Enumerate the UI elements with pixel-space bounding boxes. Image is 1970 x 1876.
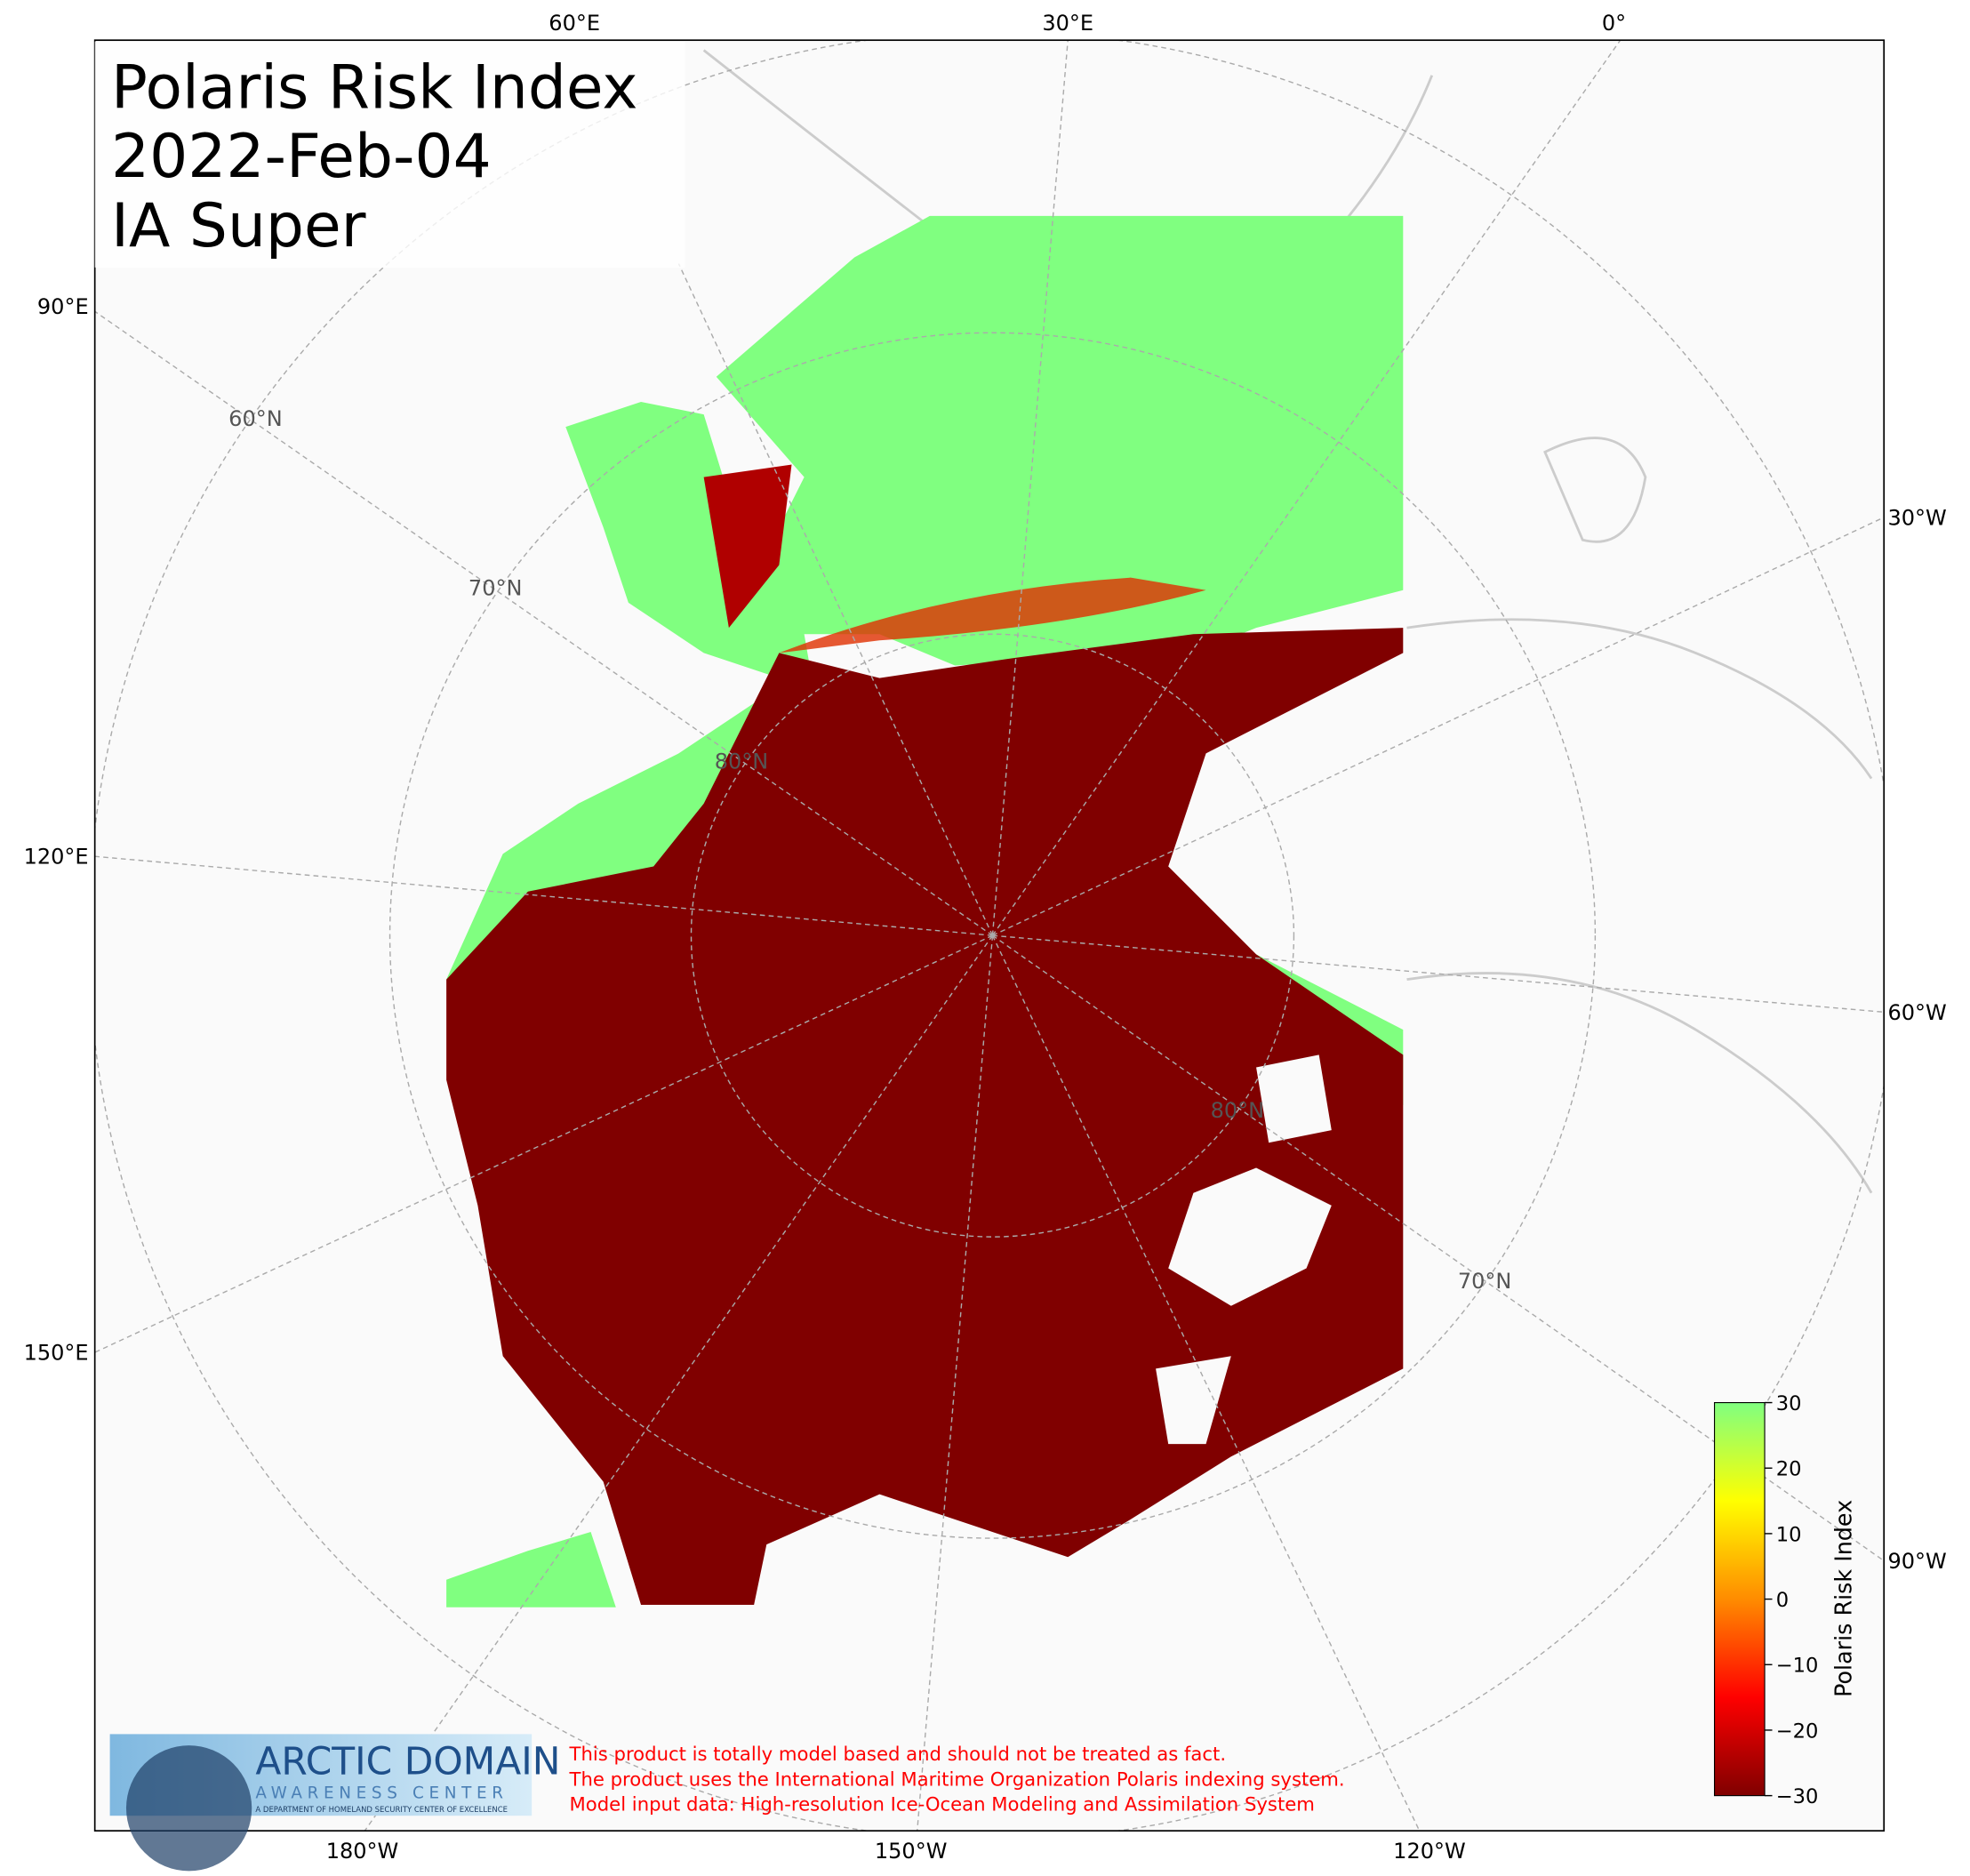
logo-tagline: A DEPARTMENT OF HOMELAND SECURITY CENTER… (255, 1805, 508, 1814)
map-frame (93, 39, 1886, 1832)
colorbar: −30 −20 −10 0 10 20 30 Polaris Risk Index (1713, 1392, 1856, 1808)
map-layer (94, 40, 1885, 1832)
title-box (94, 41, 685, 268)
disclaimer-line: This product is totally model based and … (569, 1743, 1227, 1765)
longitude-label: 90°E (37, 294, 89, 319)
colorbar-label: Polaris Risk Index (1830, 1500, 1856, 1697)
logo-name: ARCTIC DOMAIN (255, 1740, 560, 1784)
title-line: IA Super (111, 190, 366, 261)
longitude-label: 180°W (326, 1839, 399, 1864)
ice-region-red (703, 464, 792, 629)
longitude-label: 120°E (24, 845, 89, 870)
disclaimer-line: The product uses the International Marit… (569, 1768, 1345, 1790)
logo-subtitle: AWARENESS CENTER (255, 1784, 508, 1802)
title-line: Polaris Risk Index (111, 52, 637, 122)
longitude-label: 30°E (1042, 11, 1093, 36)
graticule (94, 40, 1885, 1832)
colorbar-tick-label: −20 (1776, 1720, 1819, 1743)
longitude-label: 150°W (875, 1839, 948, 1864)
longitude-label: 60°E (549, 11, 600, 36)
colorbar-tick-label: −30 (1776, 1785, 1819, 1808)
coastline (1406, 618, 1873, 1194)
disclaimer: This product is totally model based and … (569, 1743, 1345, 1815)
latitude-label: 70°N (468, 575, 522, 600)
latitude-label: 80°N (715, 749, 769, 774)
longitude-label: 120°W (1393, 1839, 1466, 1864)
colorbar-tick-label: 30 (1776, 1392, 1802, 1415)
ice-region-red (446, 628, 1404, 1605)
latitude-label: 60°N (228, 406, 283, 431)
ice-region-green (716, 215, 1404, 666)
latitude-label: 80°N (1211, 1098, 1265, 1123)
longitude-label: 90°W (1887, 1549, 1946, 1574)
longitude-label: 0° (1602, 11, 1626, 36)
disclaimer-line: Model input data: High-resolution Ice-Oc… (570, 1793, 1315, 1816)
latitude-labels: 60°N 70°N 80°N 80°N 70°N (228, 406, 1511, 1294)
island (1543, 437, 1647, 543)
logo-globe (125, 1745, 252, 1872)
land (1156, 1054, 1332, 1445)
colorbar-tick-label: −10 (1776, 1655, 1819, 1678)
ice-edge (779, 577, 1206, 653)
latitude-label: 70°N (1458, 1269, 1511, 1294)
longitude-label: 30°W (1887, 505, 1946, 530)
colorbar-tick-label: 10 (1776, 1523, 1802, 1546)
longitude-labels: 60°E 30°E 0° 90°E 120°E 150°E 30°W 60°W 90°W 180°… (24, 11, 1947, 1864)
longitude-label: 60°W (1887, 1000, 1946, 1025)
colorbar-tick-label: 20 (1776, 1458, 1802, 1481)
ice-region-green (446, 1532, 616, 1607)
title-line: 2022-Feb-04 (111, 121, 492, 191)
colorbar-scale (1713, 1401, 1766, 1797)
longitude-label: 150°E (24, 1341, 89, 1366)
colorbar-tick-label: 0 (1776, 1589, 1789, 1612)
